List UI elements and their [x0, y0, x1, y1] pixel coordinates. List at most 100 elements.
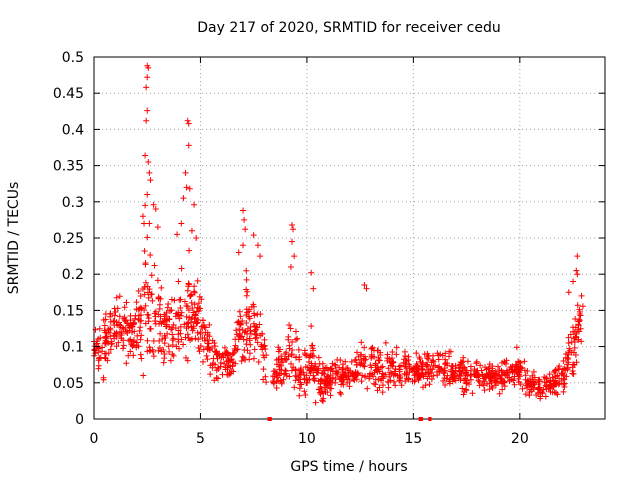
scatter-point	[130, 341, 137, 348]
scatter-point	[462, 386, 469, 393]
scatter-point	[455, 364, 462, 371]
scatter-point	[191, 301, 198, 308]
scatter-point	[576, 317, 583, 324]
scatter-point	[245, 313, 252, 320]
scatter-point	[390, 378, 397, 385]
scatter-point	[237, 321, 244, 328]
scatter-point	[243, 292, 250, 299]
scatter-point	[237, 313, 244, 320]
scatter-point	[175, 278, 182, 285]
scatter-point	[184, 320, 191, 327]
scatter-point	[469, 390, 476, 397]
scatter-point	[354, 349, 361, 356]
scatter-point	[446, 376, 453, 383]
scatter-point	[385, 365, 392, 372]
scatter-point	[405, 376, 412, 383]
scatter-point	[185, 142, 192, 149]
x-tick-label: 5	[196, 431, 205, 447]
scatter-point	[291, 253, 298, 260]
scatter-point	[123, 319, 130, 326]
scatter-point	[556, 380, 563, 387]
scatter-point	[308, 362, 315, 369]
scatter-point	[552, 373, 559, 380]
scatter-point	[278, 367, 285, 374]
scatter-point	[396, 372, 403, 379]
scatter-point	[569, 324, 576, 331]
scatter-point	[121, 304, 128, 311]
scatter-point	[185, 120, 192, 127]
scatter-point	[91, 347, 98, 354]
scatter-point	[194, 329, 201, 336]
data-gap-marker	[267, 417, 272, 421]
scatter-point	[311, 375, 318, 382]
scatter-point	[485, 371, 492, 378]
scatter-point	[111, 305, 118, 312]
scatter-point	[160, 359, 167, 366]
scatter-point	[479, 371, 486, 378]
scatter-point	[147, 252, 154, 259]
scatter-point	[213, 367, 220, 374]
scatter-point	[146, 325, 153, 332]
scatter-point	[194, 319, 201, 326]
scatter-point	[104, 357, 111, 364]
scatter-point	[393, 344, 400, 351]
scatter-point	[398, 362, 405, 369]
scatter-point	[507, 364, 514, 371]
scatter-point	[574, 302, 581, 309]
scatter-point	[551, 369, 558, 376]
scatter-point	[400, 356, 407, 363]
scatter-point	[528, 388, 535, 395]
data-gap-markers	[267, 417, 432, 421]
scatter-point	[273, 384, 280, 391]
y-tick-label: 0.15	[53, 303, 84, 319]
scatter-point	[197, 342, 204, 349]
scatter-point	[440, 378, 447, 385]
scatter-point	[288, 360, 295, 367]
scatter-point	[492, 368, 499, 375]
scatter-point	[517, 365, 524, 372]
scatter-point	[200, 317, 207, 324]
scatter-point	[499, 359, 506, 366]
scatter-point	[169, 342, 176, 349]
scatter-point	[558, 370, 565, 377]
scatter-point	[166, 308, 173, 315]
scatter-point	[568, 349, 575, 356]
scatter-point	[565, 351, 572, 358]
scatter-point	[503, 369, 510, 376]
scatter-point	[155, 347, 162, 354]
scatter-point	[191, 288, 198, 295]
scatter-point	[186, 293, 193, 300]
scatter-point	[185, 283, 192, 290]
scatter-point	[203, 352, 210, 359]
scatter-point	[151, 262, 158, 269]
scatter-point	[150, 348, 157, 355]
scatter-point	[459, 385, 466, 392]
scatter-point	[325, 367, 332, 374]
scatter-point	[144, 191, 151, 198]
scatter-point	[178, 265, 185, 272]
scatter-point	[228, 368, 235, 375]
scatter-point	[125, 352, 132, 359]
scatter-point	[107, 346, 114, 353]
scatter-point	[224, 371, 231, 378]
scatter-point	[368, 345, 375, 352]
scatter-point	[460, 391, 467, 398]
scatter-point	[229, 363, 236, 370]
scatter-point	[221, 344, 228, 351]
scatter-point	[145, 294, 152, 301]
scatter-point	[180, 341, 187, 348]
scatter-point	[548, 382, 555, 389]
scatter-point	[193, 235, 200, 241]
scatter-point	[191, 201, 198, 208]
scatter-point	[244, 288, 251, 295]
scatter-point	[387, 377, 394, 384]
scatter-point	[186, 185, 193, 192]
scatter-point	[141, 291, 148, 298]
scatter-point	[185, 335, 192, 342]
scatter-point	[144, 74, 151, 81]
scatter-point	[248, 303, 255, 310]
scatter-point	[379, 382, 386, 389]
scatter-point	[315, 354, 322, 361]
scatter-point	[534, 386, 541, 393]
